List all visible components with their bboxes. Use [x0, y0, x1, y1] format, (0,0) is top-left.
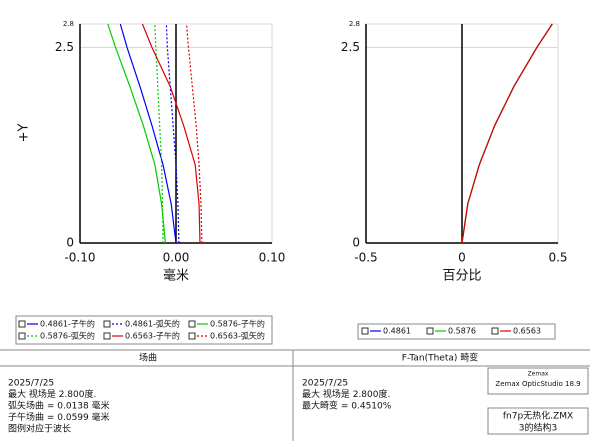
- info-line: 最大畸变 = 0.4510%: [302, 400, 392, 412]
- curve: [141, 23, 201, 244]
- info-line: 弧矢场曲 = 0.0138 毫米: [8, 400, 110, 412]
- legend-label: 0.5876: [448, 327, 476, 336]
- curve: [107, 23, 167, 244]
- legend-label: 0.4861: [383, 327, 411, 336]
- file-name: 3的结构3: [519, 422, 557, 434]
- y-tick-label: 2.8: [63, 20, 74, 28]
- legend-icon: [361, 327, 369, 335]
- panel-title: 场曲: [139, 353, 157, 364]
- legend-icon: [18, 332, 26, 340]
- stamp: Zemax OpticStudio 18.9: [495, 380, 580, 388]
- x-tick-label: 0.00: [163, 251, 190, 265]
- x-tick-label: 0.10: [259, 251, 286, 265]
- y-tick-label: 0: [352, 236, 360, 250]
- legend-box: [357, 323, 556, 340]
- curve: [185, 23, 203, 244]
- panel-title: F-Tan(Theta) 畸变: [402, 352, 479, 364]
- charts: 0 2.5 2.8 -0.10 0.00 0.10 毫米 +Y 0.4861-子午的 0.4861…: [15, 20, 568, 345]
- legend-label: 0.5876-弧矢的: [40, 331, 95, 341]
- curve: [461, 23, 553, 244]
- legend-icon: [103, 320, 111, 328]
- y-axis-label: +Y: [17, 124, 32, 143]
- x-tick-label: -0.5: [354, 251, 377, 265]
- legend-label: 0.6563-弧矢的: [210, 331, 265, 341]
- legend-icon: [188, 332, 196, 340]
- file-box: [487, 407, 589, 435]
- legend-label: 0.5876-子午的: [210, 319, 265, 329]
- x-axis-label: 毫米: [163, 268, 189, 284]
- stamp-box: [487, 367, 589, 395]
- x-tick-label: 0: [458, 251, 466, 265]
- x-tick-label: -0.10: [64, 251, 95, 265]
- y-tick-label: 2.5: [341, 40, 360, 54]
- legend-icon: [103, 332, 111, 340]
- curve: [154, 23, 164, 244]
- legend-label: 0.6563: [513, 327, 541, 336]
- info-line: 图例对应于波长: [8, 423, 71, 435]
- y-tick-label: 2.8: [349, 20, 360, 28]
- info-line: 最大 视场是 2.800度.: [302, 388, 390, 400]
- x-axis-label: 百分比: [442, 269, 481, 284]
- legend-icon: [188, 320, 196, 328]
- y-tick-label: 0: [66, 236, 74, 250]
- info-line: 2025/7/25: [8, 379, 54, 389]
- x-tick-label: 0.5: [548, 251, 567, 265]
- curve: [119, 23, 177, 244]
- file-name: fn7p无热化.ZMX: [503, 410, 573, 422]
- legend-label: 0.6563-子午的: [125, 331, 180, 341]
- legend-label: 0.4861-子午的: [40, 319, 95, 329]
- legend-icon: [426, 327, 434, 335]
- stamp: Zemax: [528, 371, 549, 378]
- legend-icon: [491, 327, 499, 335]
- y-tick-label: 2.5: [55, 40, 74, 54]
- info-line: 2025/7/25: [302, 379, 348, 389]
- info-line: 子午场曲 = 0.0599 毫米: [8, 411, 110, 423]
- legend-label: 0.4861-弧矢的: [125, 319, 180, 329]
- curve: [165, 23, 180, 244]
- info-line: 最大 视场是 2.800度.: [8, 388, 96, 400]
- legend-icon: [18, 320, 26, 328]
- legend-box: [15, 315, 273, 345]
